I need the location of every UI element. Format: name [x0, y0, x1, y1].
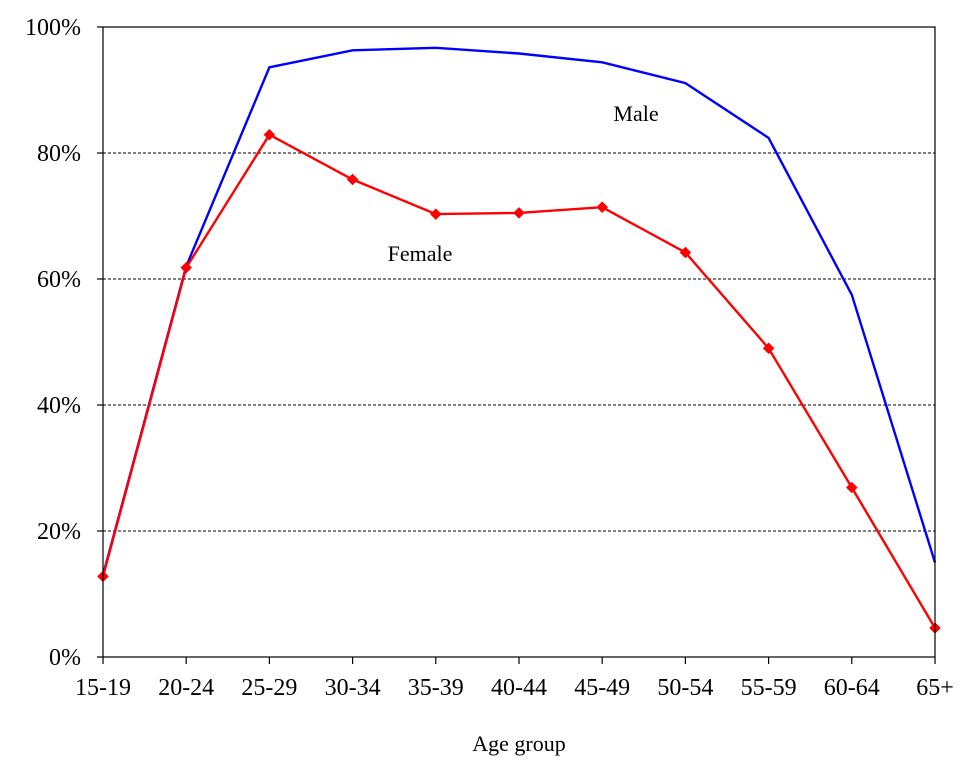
tick-labels: 0% 20% 40% 60% 80% 100% 15-19 20-24 25-29 30-34 35… [25, 15, 954, 701]
y-tick-label: 100% [25, 15, 81, 41]
female-series-label: Female [388, 241, 453, 266]
x-tick-label: 25-29 [241, 675, 297, 701]
female-data-point [679, 246, 692, 259]
x-tick-label: 40-44 [491, 675, 547, 701]
y-tick-label: 60% [37, 267, 81, 293]
y-tick-label: 80% [37, 141, 81, 167]
x-tick-label: 35-39 [408, 675, 464, 701]
female-data-point [429, 208, 442, 220]
x-tick-label: 60-64 [824, 675, 880, 701]
female-data-point [762, 342, 775, 355]
series-labels: Male Female [388, 101, 659, 266]
x-axis-title: Age group [472, 731, 565, 756]
y-tick-label: 0% [49, 645, 81, 671]
female-data-point [513, 206, 525, 219]
series-lines [97, 46, 941, 634]
x-tick-label: 15-19 [75, 675, 131, 701]
gridlines [103, 152, 935, 532]
x-tick-label: 65+ [916, 675, 954, 701]
female-data-point [180, 261, 193, 274]
y-tick-label: 40% [37, 393, 81, 419]
axes [97, 26, 936, 664]
x-tick-label: 45-49 [574, 675, 630, 701]
female-data-point [845, 481, 858, 494]
x-tick-label: 55-59 [741, 675, 797, 701]
plot-frame [102, 26, 936, 658]
male-series-line [101, 46, 937, 576]
x-tick-label: 20-24 [158, 675, 214, 701]
y-tick-label: 20% [37, 519, 81, 545]
x-tick-label: 50-54 [657, 675, 713, 701]
female-data-point [346, 173, 359, 186]
female-data-point [596, 201, 609, 214]
x-tick-label: 30-34 [325, 675, 381, 701]
female-data-point [263, 128, 276, 141]
male-series-label: Male [613, 101, 658, 126]
